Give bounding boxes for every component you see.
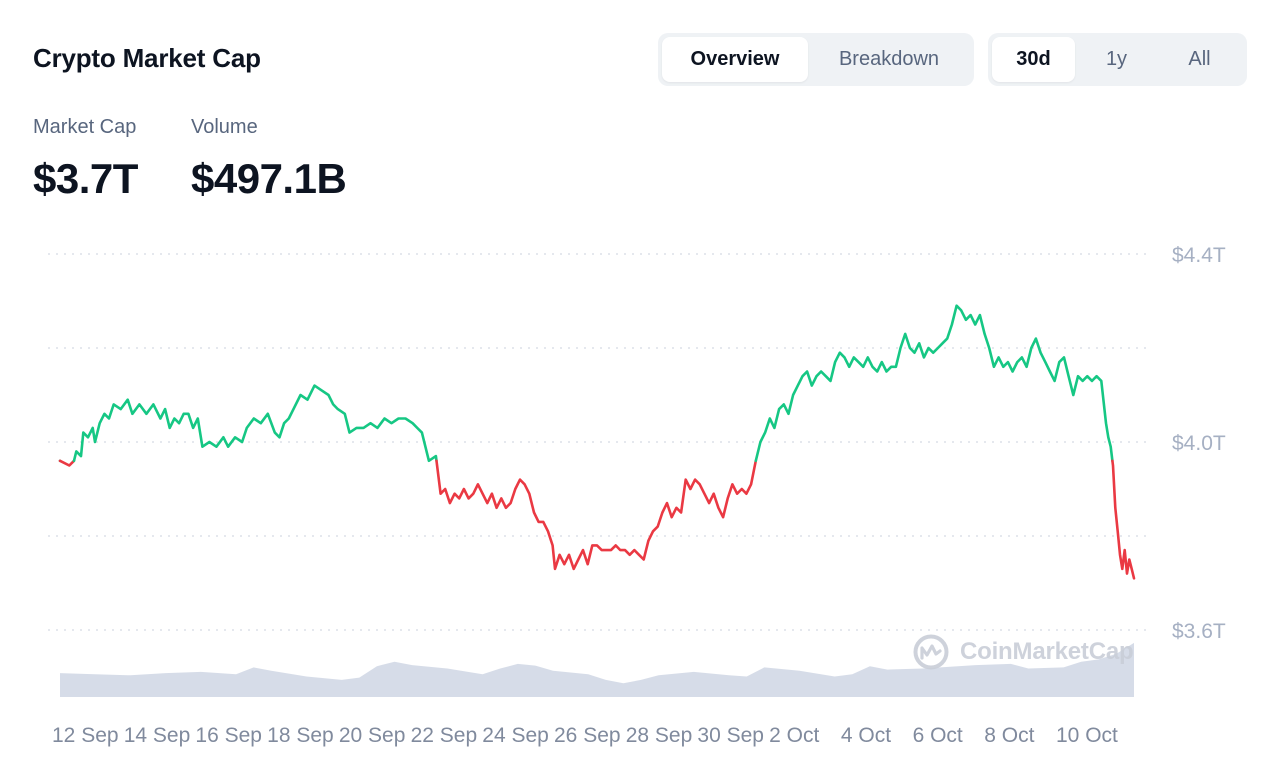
x-tick-label: 24 Sep <box>482 724 549 747</box>
tab-overview[interactable]: Overview <box>662 37 808 82</box>
x-tick-label: 20 Sep <box>339 724 406 747</box>
coinmarketcap-logo-icon <box>913 634 949 670</box>
x-tick-label: 18 Sep <box>267 724 334 747</box>
price-line-segment-3 <box>435 459 758 571</box>
range-30d[interactable]: 30d <box>992 37 1075 82</box>
page-title: Crypto Market Cap <box>33 43 261 73</box>
x-tick-label: 22 Sep <box>411 724 478 747</box>
volume-area <box>60 642 1134 697</box>
x-tick-label: 6 Oct <box>913 724 963 747</box>
range-toggle: 30d 1y All <box>988 33 1247 86</box>
x-tick-label: 30 Sep <box>697 724 764 747</box>
x-tick-label: 28 Sep <box>626 724 693 747</box>
chart-grid <box>48 253 1148 631</box>
x-tick-label: 16 Sep <box>195 724 262 747</box>
watermark-text: CoinMarketCap <box>960 638 1134 665</box>
volume-label: Volume <box>191 116 258 138</box>
coinmarketcap-watermark: CoinMarketCap <box>912 633 1134 671</box>
tab-breakdown[interactable]: Breakdown <box>838 48 940 70</box>
x-tick-label: 8 Oct <box>984 724 1034 747</box>
view-toggle: Overview Breakdown <box>658 33 974 86</box>
x-tick-label: 2 Oct <box>769 724 819 747</box>
x-tick-label: 14 Sep <box>124 724 191 747</box>
price-line-segment-5 <box>1111 459 1136 580</box>
range-all[interactable]: All <box>1188 48 1211 70</box>
volume-area-group <box>60 642 1134 697</box>
x-tick-label: 10 Oct <box>1056 724 1118 747</box>
x-tick-label: 26 Sep <box>554 724 621 747</box>
x-tick-label: 12 Sep <box>52 724 119 747</box>
y-axis-labels: $4.4T $4.0T $3.6T <box>1172 244 1226 643</box>
price-line-segment-4 <box>754 304 1114 463</box>
price-line-segment-1 <box>58 459 76 467</box>
y-tick-label: $4.4T <box>1172 244 1226 267</box>
price-line-group <box>58 304 1136 580</box>
x-axis-labels: 12 Sep 14 Sep 16 Sep 18 Sep 20 Sep 22 Sep 24 S… <box>52 724 1118 747</box>
volume-value: $497.1B <box>191 155 347 202</box>
y-tick-label: $4.0T <box>1172 432 1226 455</box>
y-tick-label: $3.6T <box>1172 620 1226 643</box>
range-1y[interactable]: 1y <box>1105 48 1128 70</box>
price-line-segment-2 <box>72 384 438 463</box>
market-cap-value: $3.7T <box>33 155 138 202</box>
x-tick-label: 4 Oct <box>841 724 891 747</box>
market-cap-label: Market Cap <box>33 116 137 138</box>
